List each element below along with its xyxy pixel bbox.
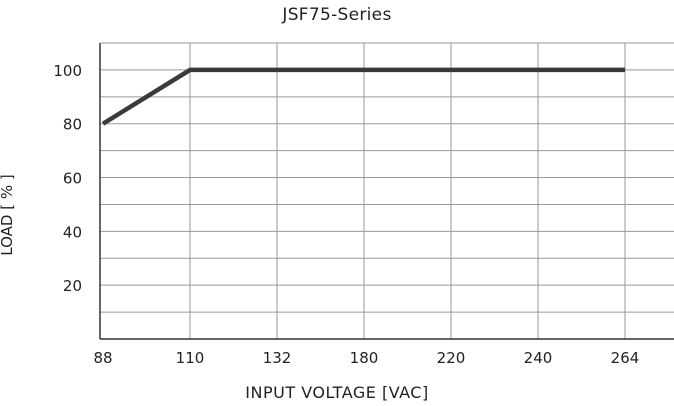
x-tick-label: 264 [611, 349, 640, 367]
x-tick-label: 180 [350, 349, 379, 367]
x-tick-label: 240 [524, 349, 553, 367]
y-tick-label: 80 [63, 116, 82, 134]
x-axis-label: INPUT VOLTAGE [VAC] [245, 383, 429, 402]
y-tick-label: 60 [63, 170, 82, 188]
y-tick-label: 100 [53, 62, 82, 80]
x-tick-label: 132 [263, 349, 292, 367]
x-tick-label: 88 [93, 349, 112, 367]
x-tick-label: 110 [176, 349, 205, 367]
x-tick-label: 220 [437, 349, 466, 367]
y-tick-label: 40 [63, 223, 82, 241]
chart-title: JSF75-Series [282, 5, 392, 25]
y-tick-label: 20 [63, 277, 82, 295]
y-axis-label: LOAD [ % ] [0, 174, 16, 256]
